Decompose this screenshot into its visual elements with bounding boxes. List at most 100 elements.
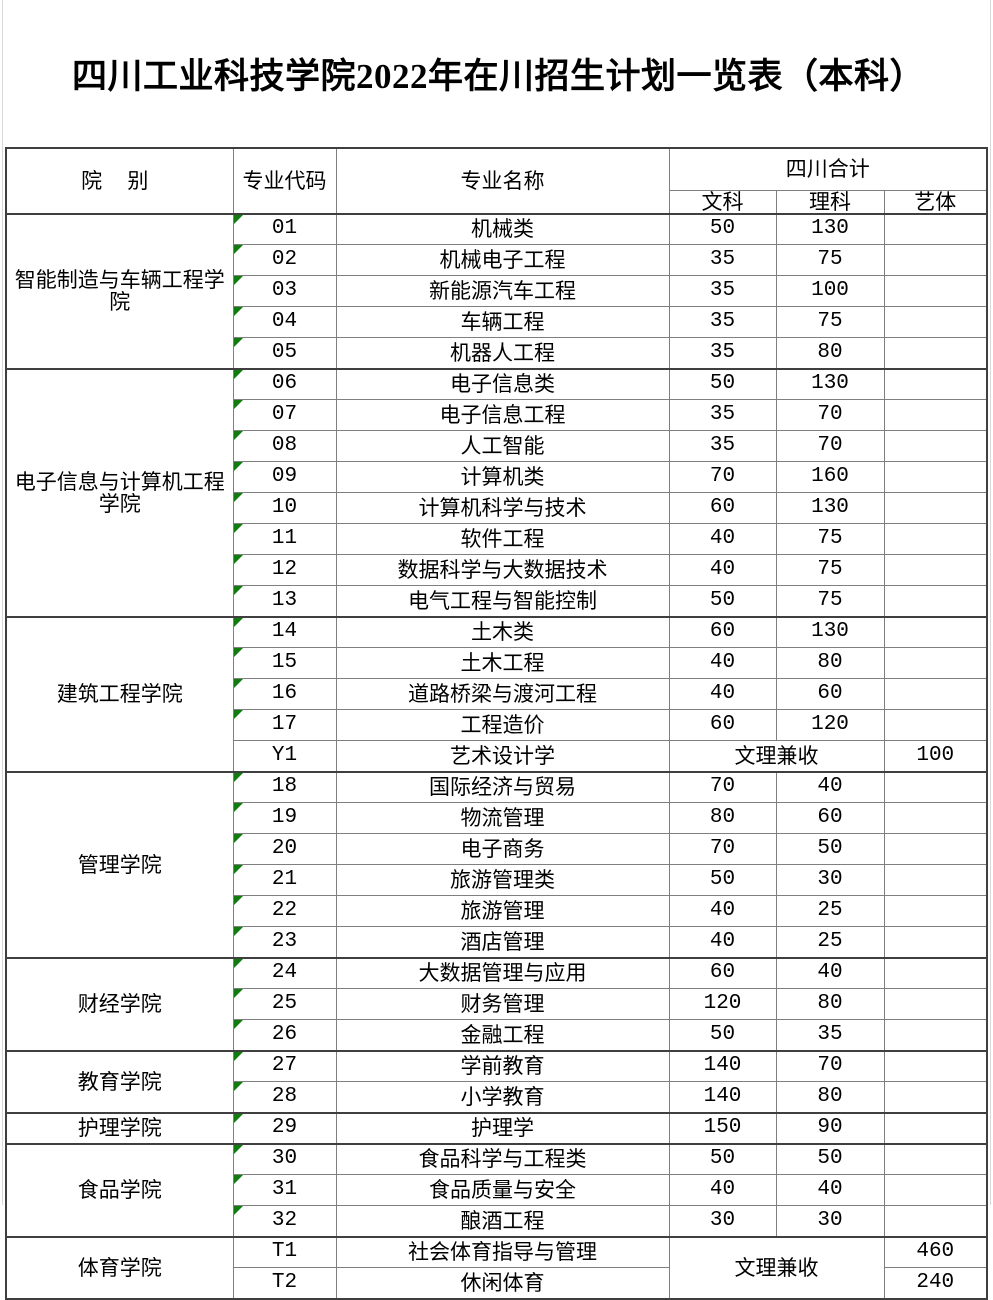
like-quota-cell: 70 bbox=[775, 430, 885, 463]
column-header-major-name: 专业名称 bbox=[335, 147, 670, 215]
like-quota-cell: 90 bbox=[775, 1111, 885, 1145]
major-name-cell: 人工智能 bbox=[335, 430, 670, 463]
like-quota-cell: 130 bbox=[775, 212, 885, 246]
yiti-quota-cell bbox=[883, 1019, 988, 1052]
major-code-cell: T2 bbox=[232, 1267, 337, 1300]
green-triangle-icon bbox=[233, 679, 243, 689]
like-quota-cell: 25 bbox=[775, 926, 885, 959]
college-name-cell: 财经学院 bbox=[5, 956, 234, 1052]
major-code-cell: 32 bbox=[232, 1205, 337, 1238]
green-triangle-icon bbox=[233, 245, 243, 255]
wenke-quota-cell: 50 bbox=[668, 1019, 777, 1052]
table-row: 04 车辆工程 35 75 bbox=[6, 306, 988, 339]
green-triangle-icon bbox=[233, 1051, 243, 1061]
green-triangle-icon bbox=[233, 369, 243, 379]
major-name-cell: 大数据管理与应用 bbox=[335, 956, 670, 990]
green-triangle-icon bbox=[233, 214, 243, 224]
college-name-cell: 智能制造与车辆工程学院 bbox=[5, 212, 234, 370]
major-name-cell: 社会体育指导与管理 bbox=[335, 1235, 670, 1269]
like-quota-cell: 130 bbox=[775, 492, 885, 525]
yiti-quota-cell bbox=[883, 1142, 988, 1176]
yiti-quota-cell bbox=[883, 647, 988, 680]
yiti-quota-cell bbox=[883, 212, 988, 246]
major-code-cell: 18 bbox=[232, 770, 337, 804]
yiti-quota-cell bbox=[883, 275, 988, 308]
major-code-cell: 03 bbox=[232, 275, 337, 308]
yiti-quota-cell: 240 bbox=[883, 1267, 988, 1300]
major-name-cell: 休闲体育 bbox=[335, 1267, 670, 1300]
table-row: 智能制造与车辆工程学院 01 机械类 50 130 bbox=[5, 212, 988, 370]
green-triangle-icon bbox=[233, 865, 243, 875]
table-row: 12 数据科学与大数据技术 40 75 bbox=[6, 554, 988, 587]
green-triangle-icon bbox=[233, 648, 243, 658]
major-name-cell: 食品质量与安全 bbox=[335, 1174, 670, 1207]
wenke-quota-cell: 35 bbox=[668, 399, 777, 432]
like-quota-cell: 30 bbox=[775, 864, 885, 897]
major-name-cell: 旅游管理 bbox=[335, 895, 670, 928]
major-code-cell: 30 bbox=[232, 1142, 337, 1176]
major-name-cell: 土木类 bbox=[335, 615, 670, 649]
major-name-cell: 电子信息类 bbox=[335, 367, 670, 401]
green-triangle-icon bbox=[233, 276, 243, 286]
major-name-cell: 土木工程 bbox=[335, 647, 670, 680]
major-name-cell: 计算机科学与技术 bbox=[335, 492, 670, 525]
table-row: 护理学院 29 护理学 150 90 bbox=[5, 1111, 988, 1145]
major-code-cell: 17 bbox=[232, 709, 337, 742]
green-triangle-icon bbox=[233, 710, 243, 720]
wenke-quota-cell: 40 bbox=[668, 926, 777, 959]
college-name-cell: 食品学院 bbox=[5, 1142, 234, 1238]
college-name-cell: 建筑工程学院 bbox=[5, 615, 234, 773]
major-code-cell: 19 bbox=[232, 802, 337, 835]
major-name-cell: 艺术设计学 bbox=[335, 740, 670, 773]
table-row: 管理学院 18 国际经济与贸易 70 40 bbox=[5, 770, 988, 959]
yiti-quota-cell bbox=[883, 585, 988, 618]
wenke-quota-cell: 140 bbox=[668, 1081, 777, 1114]
major-code-cell: 02 bbox=[232, 244, 337, 277]
major-code-cell: 26 bbox=[232, 1019, 337, 1052]
major-name-cell: 物流管理 bbox=[335, 802, 670, 835]
header-row-sub: 文科 理科 艺体 bbox=[6, 189, 988, 215]
yiti-quota-cell bbox=[883, 770, 988, 804]
yiti-quota-cell bbox=[883, 492, 988, 525]
green-triangle-icon bbox=[233, 896, 243, 906]
green-triangle-icon bbox=[233, 1113, 243, 1123]
yiti-quota-cell bbox=[883, 956, 988, 990]
like-quota-cell: 50 bbox=[775, 833, 885, 866]
major-code-cell: 06 bbox=[232, 367, 337, 401]
major-name-cell: 国际经济与贸易 bbox=[335, 770, 670, 804]
like-quota-cell: 40 bbox=[775, 1174, 885, 1207]
like-quota-cell: 70 bbox=[775, 1049, 885, 1083]
table-row: 电子信息与计算机工程学院 06 电子信息类 50 130 bbox=[5, 367, 988, 618]
wenke-quota-cell: 40 bbox=[668, 1174, 777, 1207]
wenke-quota-cell: 40 bbox=[668, 895, 777, 928]
wenke-quota-cell: 40 bbox=[668, 523, 777, 556]
wenke-quota-cell: 40 bbox=[668, 554, 777, 587]
wenke-quota-cell: 60 bbox=[668, 709, 777, 742]
college-name-cell: 教育学院 bbox=[5, 1049, 234, 1114]
yiti-quota-cell bbox=[883, 244, 988, 277]
yiti-quota-cell bbox=[883, 1049, 988, 1083]
green-triangle-icon bbox=[233, 1082, 243, 1092]
table-row: 建筑工程学院 14 土木类 60 130 bbox=[5, 615, 988, 773]
like-quota-cell: 40 bbox=[775, 956, 885, 990]
like-quota-cell: 130 bbox=[775, 615, 885, 649]
table-row: 25 财务管理 120 80 bbox=[6, 988, 988, 1021]
major-name-cell: 机械电子工程 bbox=[335, 244, 670, 277]
yiti-quota-cell bbox=[883, 554, 988, 587]
like-quota-cell: 80 bbox=[775, 337, 885, 370]
yiti-quota-cell bbox=[883, 1111, 988, 1145]
table-row: 13 电气工程与智能控制 50 75 bbox=[6, 585, 988, 618]
college-name-cell: 电子信息与计算机工程学院 bbox=[5, 367, 234, 618]
yiti-quota-cell bbox=[883, 1205, 988, 1238]
green-triangle-icon bbox=[233, 958, 243, 968]
table-row: 22 旅游管理 40 25 bbox=[6, 895, 988, 928]
wenke-quota-cell: 70 bbox=[668, 770, 777, 804]
yiti-quota-cell bbox=[883, 709, 988, 742]
wenke-quota-cell: 60 bbox=[668, 492, 777, 525]
like-quota-cell: 75 bbox=[775, 554, 885, 587]
major-code-cell: T1 bbox=[232, 1235, 337, 1269]
wenke-quota-cell: 140 bbox=[668, 1049, 777, 1083]
table-row: 教育学院 27 学前教育 140 70 bbox=[5, 1049, 988, 1114]
yiti-quota-cell bbox=[883, 306, 988, 339]
table-row: 03 新能源汽车工程 35 100 bbox=[6, 275, 988, 308]
